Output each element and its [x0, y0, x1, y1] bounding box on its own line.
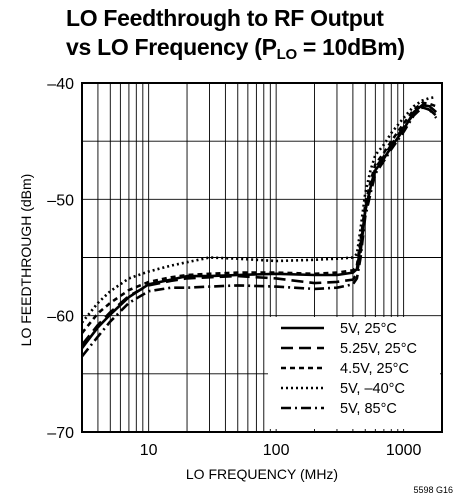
y-tick-label: –60: [47, 309, 74, 326]
title-line-2-post: = 10dBm): [296, 34, 405, 60]
series-line-5: [80, 106, 438, 358]
legend-label-1: 5V, 25°C: [340, 321, 397, 337]
title-line-2-sub: LO: [276, 46, 298, 63]
legend-label-4: 5V, –40°C: [340, 381, 405, 397]
x-tick-label: 100: [263, 442, 290, 459]
figure-note: 5598 G16: [413, 485, 453, 495]
legend: 5V, 25°C 5.25V, 25°C 4.5V, 25°C 5V, –40°C 5V…: [268, 317, 440, 429]
x-tick-label: 1000: [386, 442, 422, 459]
series-line-3: [80, 101, 437, 334]
chart-title: LO Feedthrough to RF Output vs LO Freque…: [66, 4, 405, 62]
series-line-2: [80, 106, 438, 346]
legend-background: [268, 317, 440, 429]
x-tick-label: 10: [140, 442, 158, 459]
plot-frame: [81, 82, 443, 433]
grid: [82, 83, 442, 432]
legend-label-3: 4.5V, 25°C: [340, 361, 409, 377]
y-tick-label: –40: [47, 76, 74, 93]
series-group: [80, 95, 438, 358]
tick-labels: –40 –50 –60 –70 10 100 1000: [47, 76, 421, 459]
series-line-4: [80, 95, 437, 324]
title-line-2-pre: vs LO Frequency (P: [66, 34, 277, 60]
legend-label-2: 5.25V, 25°C: [340, 341, 417, 357]
title-line-1: LO Feedthrough to RF Output: [66, 5, 384, 31]
legend-label-5: 5V, 85°C: [340, 401, 397, 417]
y-axis-label: LO FEEDTHROUGH (dBm): [18, 173, 34, 347]
x-axis-label: LO FREQUENCY (MHz): [185, 466, 339, 482]
y-tick-label: –70: [47, 425, 74, 442]
y-tick-label: –50: [47, 192, 74, 209]
